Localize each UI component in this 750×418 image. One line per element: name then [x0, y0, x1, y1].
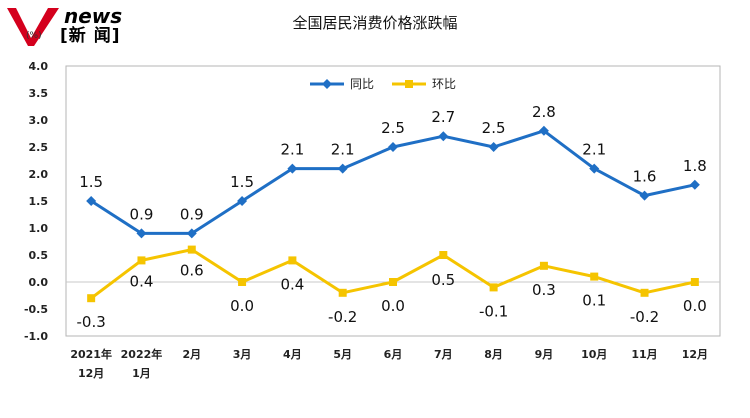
news-logo: news [新 闻] [4, 4, 129, 48]
yoy-data-point [186, 228, 197, 239]
yoy-data-point [538, 125, 549, 136]
yoy-data-point [689, 179, 700, 190]
mom-data-point [338, 288, 347, 297]
x-tick-label: 1月 [132, 367, 151, 380]
mom-data-label: 0.0 [230, 297, 254, 315]
logo-text-en: news [64, 4, 123, 28]
mom-data-label: 0.4 [280, 275, 304, 293]
yoy-data-point [589, 163, 600, 174]
chart-title: 全国居民消费价格涨跌幅 [292, 14, 458, 32]
x-tick-label: 9月 [535, 348, 554, 361]
yoy-data-point [488, 142, 499, 152]
y-tick-label: 2.0 [29, 168, 49, 181]
x-tick-label: 3月 [233, 348, 252, 361]
x-tick-label: 2022年 [121, 347, 163, 361]
mom-data-point [439, 251, 448, 259]
yoy-data-label: 0.9 [130, 205, 154, 223]
yoy-data-point [639, 190, 650, 201]
yoy-data-label: 2.1 [331, 141, 355, 159]
plot-area-border [65, 65, 721, 337]
yoy-data-label: 2.5 [482, 119, 506, 137]
x-tick-label: 2021年 [70, 347, 112, 361]
y-tick-label: 3.5 [29, 87, 49, 100]
mom-data-point [389, 278, 397, 286]
yoy-data-label: 2.8 [532, 103, 556, 121]
y-tick-label: 0.0 [29, 276, 49, 289]
y-tick-label: 3.0 [29, 114, 49, 127]
mom-data-label: -0.1 [479, 302, 508, 320]
mom-data-point [539, 261, 548, 270]
mom-data-point [288, 256, 297, 265]
y-tick-label: -0.5 [24, 303, 48, 316]
yoy-data-point [438, 131, 449, 142]
yoy-data-label: 0.9 [180, 205, 204, 223]
mom-data-point [640, 288, 649, 297]
mom-data-point [238, 278, 247, 286]
y-tick-label: 0.5 [29, 249, 49, 262]
mom-data-label: 0.6 [180, 262, 204, 280]
yoy-data-label: 1.5 [230, 173, 254, 191]
mom-data-point [690, 278, 699, 286]
logo-text-cn: [新 闻] [60, 26, 121, 46]
mom-data-point [590, 272, 599, 281]
yoy-data-label: 2.1 [280, 141, 304, 159]
x-tick-label: 12月 [78, 367, 104, 380]
y-tick-label: -1.0 [24, 330, 48, 343]
yoy-data-label: 2.7 [431, 108, 455, 126]
legend-label: 环比 [432, 77, 456, 91]
x-tick-label: 6月 [384, 348, 403, 361]
mom-data-point [137, 256, 146, 265]
v-logo-icon [7, 8, 59, 46]
mom-data-label: 0.5 [431, 271, 455, 289]
yoy-data-point [237, 196, 248, 206]
x-tick-label: 4月 [283, 348, 302, 361]
y-tick-label: 4.0 [29, 60, 49, 73]
x-tick-label: 12月 [682, 348, 708, 361]
mom-data-label: 0.3 [532, 281, 556, 299]
mom-data-label: 0.4 [130, 272, 154, 290]
mom-data-label: 0.0 [381, 297, 405, 315]
mom-data-label: 0.1 [582, 292, 606, 310]
legend-marker [322, 79, 332, 89]
legend-label: 同比 [350, 77, 374, 91]
yoy-data-label: 2.1 [582, 141, 606, 159]
mom-data-label: -0.2 [328, 308, 357, 326]
mom-data-point [489, 283, 498, 292]
yoy-data-point [86, 196, 97, 206]
yoy-data-point [287, 163, 298, 174]
mom-data-label: -0.2 [630, 308, 659, 326]
yoy-data-label: 1.5 [79, 173, 103, 191]
x-tick-label: 8月 [484, 348, 503, 361]
yoy-data-point [337, 163, 348, 174]
mom-data-point [187, 245, 196, 254]
y-axis-unit: (%) [26, 31, 42, 41]
x-tick-label: 7月 [434, 348, 453, 361]
yoy-data-point [136, 228, 147, 239]
mom-data-label: 0.0 [683, 297, 707, 315]
yoy-data-label: 1.8 [683, 157, 707, 175]
y-tick-label: 1.0 [29, 222, 49, 235]
x-tick-label: 11月 [631, 348, 657, 361]
mom-data-point [87, 294, 96, 303]
y-tick-label: 1.5 [29, 195, 49, 208]
yoy-data-label: 1.6 [633, 168, 657, 186]
yoy-data-label: 2.5 [381, 119, 405, 137]
yoy-data-point [388, 142, 398, 152]
legend-marker [405, 80, 413, 88]
y-tick-label: 2.5 [29, 141, 49, 154]
x-tick-label: 2月 [182, 348, 201, 361]
mom-data-label: -0.3 [77, 313, 106, 331]
x-tick-label: 5月 [333, 348, 352, 361]
x-tick-label: 10月 [581, 348, 607, 361]
